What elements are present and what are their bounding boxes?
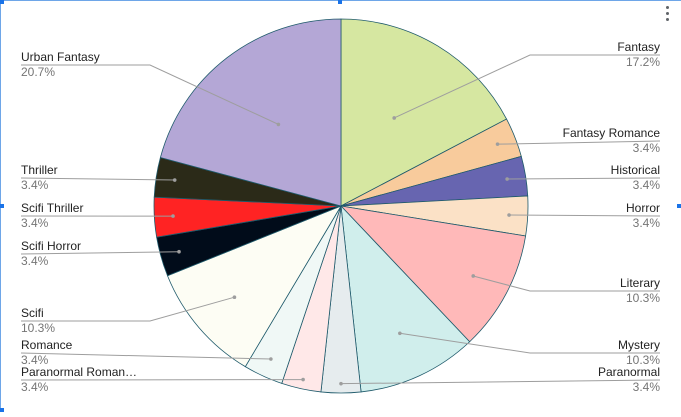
slice-percent: 3.4% <box>633 380 661 394</box>
slice-percent: 3.4% <box>633 216 661 230</box>
slice-percent: 20.7% <box>21 65 55 79</box>
pie-slices <box>154 19 528 393</box>
slice-label: Scifi Horror <box>21 239 81 253</box>
leader-dot <box>507 213 511 217</box>
slice-label: Historical <box>611 163 660 177</box>
slice-percent: 3.4% <box>633 141 661 155</box>
slice-label: Literary <box>620 276 660 290</box>
resize-handle-bottom-left[interactable] <box>0 408 4 412</box>
slice-percent: 3.4% <box>21 254 49 268</box>
slice-label: Scifi <box>21 306 44 320</box>
resize-handle-middle-left[interactable] <box>0 204 4 208</box>
leader-dot <box>301 378 305 382</box>
slice-percent: 3.4% <box>21 178 49 192</box>
slice-label: Romance <box>21 338 73 352</box>
resize-handle-top-middle[interactable] <box>338 0 342 4</box>
slice-percent: 3.4% <box>633 178 661 192</box>
slice-label: Fantasy Romance <box>563 126 661 140</box>
slice-label: Paranormal <box>598 365 660 379</box>
leader-dot <box>505 177 509 181</box>
leader-dot <box>277 123 281 127</box>
more-vert-icon[interactable] <box>663 6 671 26</box>
leader-dot <box>339 382 343 386</box>
slice-percent: 3.4% <box>21 216 49 230</box>
leader-dot <box>471 274 475 278</box>
slice-label: Fantasy <box>617 40 660 54</box>
slice-label: Thriller <box>21 163 58 177</box>
slice-percent: 10.3% <box>626 291 660 305</box>
slice-percent: 3.4% <box>21 380 49 394</box>
leader-dot <box>269 357 273 361</box>
leader-dot <box>233 295 237 299</box>
slice-percent: 10.3% <box>21 321 55 335</box>
leader-dot <box>392 116 396 120</box>
slice-percent: 3.4% <box>21 353 49 367</box>
slice-label: Horror <box>626 201 660 215</box>
slice-label: Paranormal Roman… <box>21 365 137 379</box>
resize-handle-middle-right[interactable] <box>677 204 681 208</box>
slice-label: Urban Fantasy <box>21 50 100 64</box>
resize-handle-top-left[interactable] <box>0 0 4 4</box>
leader-dot <box>177 250 181 254</box>
leader-dot <box>171 214 175 218</box>
leader-dot <box>398 332 402 336</box>
slice-label: Mystery <box>618 338 660 352</box>
slice-label: Scifi Thriller <box>21 201 83 215</box>
slice-percent: 17.2% <box>626 55 660 69</box>
leader-dot <box>496 142 500 146</box>
leader-dot <box>173 178 177 182</box>
